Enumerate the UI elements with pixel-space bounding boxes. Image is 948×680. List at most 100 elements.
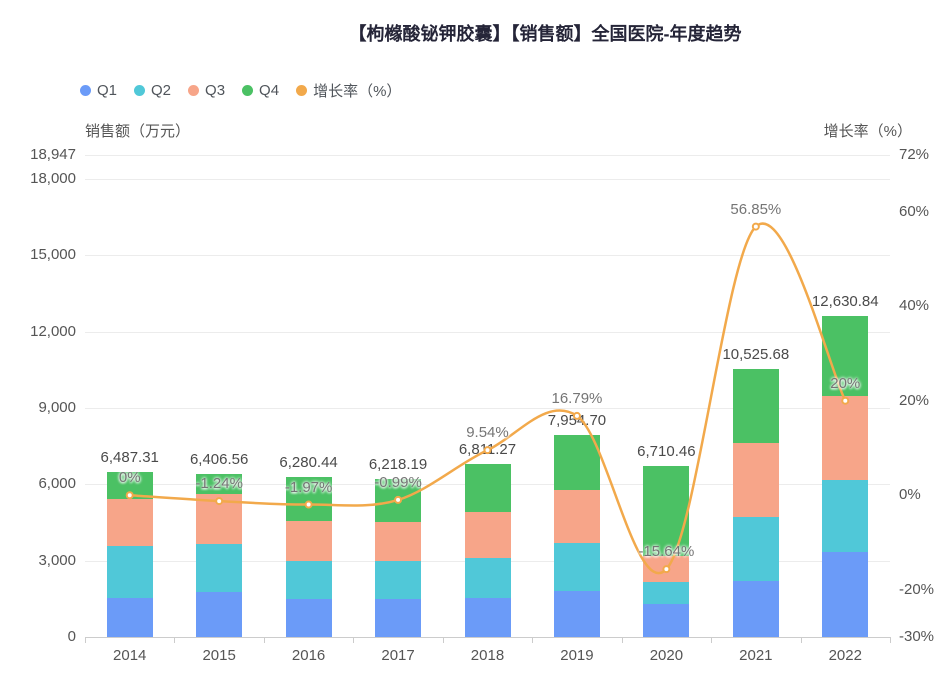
growth-rate-label: -1.97% — [284, 478, 333, 496]
legend-item-growth-rate[interactable]: 增长率（%） — [296, 80, 401, 101]
bar-segment-q3 — [106, 498, 153, 547]
bar-segment-q1 — [732, 580, 779, 637]
left-axis-tick-label: 18,947 — [30, 146, 76, 163]
bar-segment-q1 — [285, 599, 332, 637]
x-axis-label: 2014 — [113, 647, 147, 664]
gridline — [85, 331, 890, 333]
legend-dot-icon — [188, 85, 200, 96]
bar-segment-q2 — [553, 542, 600, 591]
bar-segment-q2 — [375, 560, 422, 600]
bar-total-label: 6,406.56 — [189, 451, 249, 469]
x-axis-tick — [263, 637, 265, 643]
x-axis-label: 2018 — [470, 647, 505, 664]
legend-label: Q4 — [259, 82, 280, 99]
bar-segment-q3 — [553, 489, 600, 543]
bar-segment-q2 — [106, 546, 153, 598]
bar-segment-q3 — [464, 511, 511, 559]
legend-dot-icon — [80, 85, 91, 96]
legend-dot-icon — [242, 85, 254, 96]
x-axis-label: 2017 — [381, 647, 415, 664]
x-axis-tick — [532, 637, 534, 643]
bar-segment-q1 — [375, 599, 422, 637]
x-axis-tick — [353, 637, 355, 643]
bar-segment-q1 — [822, 551, 869, 637]
growth-rate-label: 20% — [830, 374, 861, 392]
growth-rate-label: -15.64% — [638, 543, 695, 561]
bar-total-label: 6,280.44 — [279, 454, 338, 472]
gridline — [85, 179, 890, 181]
growth-rate-label: -1.24% — [195, 475, 243, 493]
right-axis-tick-label: -30% — [899, 628, 935, 645]
right-axis-tick-label: 0% — [899, 486, 921, 504]
left-axis-tick-label: 6,000 — [38, 475, 76, 493]
x-axis-tick — [174, 637, 176, 643]
left-axis-tick-label: 0 — [67, 628, 76, 645]
x-axis-tick — [890, 637, 891, 643]
bar-total-label: 6,811.27 — [458, 440, 517, 458]
legend: Q1 Q2 Q3 Q4 增长率（%） — [80, 80, 401, 101]
x-axis-label: 2015 — [202, 647, 236, 664]
left-axis-tick-label: 9,000 — [38, 399, 76, 417]
x-axis-label: 2019 — [560, 647, 594, 664]
bar-total-label: 10,525.68 — [722, 346, 790, 364]
right-axis-tick-label: 72% — [899, 146, 930, 163]
bar-segment-q2 — [285, 560, 332, 600]
bar-total-label: 12,630.84 — [811, 292, 879, 310]
left-axis-tick-label: 18,000 — [30, 170, 76, 188]
bar-segment-q3 — [285, 520, 332, 561]
gridline — [85, 155, 890, 156]
bar-segment-q1 — [196, 592, 243, 637]
bar-segment-q1 — [106, 597, 153, 637]
chart-title: 【枸橼酸铋钾胶囊】【销售额】全国医院-年度趋势 — [348, 24, 742, 44]
right-axis-tick-label: 20% — [899, 391, 930, 409]
growth-rate-label: 0% — [118, 469, 141, 487]
x-axis-tick — [711, 637, 713, 643]
bar-total-label: 6,487.31 — [100, 448, 159, 466]
legend-item-q4[interactable]: Q4 — [242, 82, 279, 99]
left-axis-title: 销售额（万元） — [85, 123, 191, 140]
x-axis-tick — [442, 637, 444, 643]
right-axis-tick-label: -20% — [899, 580, 935, 598]
right-axis-tick-label: 60% — [899, 202, 930, 220]
left-axis-tick-label: 3,000 — [38, 551, 76, 569]
bar-segment-q2 — [464, 558, 511, 598]
legend-item-q2[interactable]: Q2 — [134, 82, 171, 99]
bar-total-label: 6,218.19 — [368, 455, 428, 473]
growth-rate-label: 16.79% — [551, 389, 603, 407]
bar-segment-q2 — [643, 582, 690, 604]
x-axis-tick — [621, 637, 623, 643]
legend-dot-icon — [134, 85, 146, 96]
bar-total-label: 6,710.46 — [637, 443, 696, 461]
x-axis-tick — [800, 637, 802, 643]
legend-item-q1[interactable]: Q1 — [80, 82, 117, 99]
legend-label: 增长率（%） — [313, 83, 402, 100]
x-axis-label: 2016 — [291, 647, 326, 664]
gridline — [85, 255, 890, 257]
bar-segment-q2 — [822, 479, 869, 552]
right-axis-title: 增长率（%） — [823, 123, 912, 140]
bar-total-label: 7,954.70 — [547, 411, 607, 429]
bar-segment-q2 — [732, 517, 779, 581]
growth-line-point — [751, 222, 760, 231]
bar-segment-q3 — [822, 396, 869, 480]
legend-item-q3[interactable]: Q3 — [188, 82, 225, 99]
x-axis-label: 2021 — [739, 647, 773, 664]
bar-segment-q1 — [464, 597, 511, 637]
bar-segment-q3 — [732, 442, 779, 518]
growth-rate-label: -0.99% — [374, 473, 422, 491]
x-axis-line — [85, 637, 890, 638]
left-axis-tick-label: 15,000 — [30, 246, 76, 264]
bar-segment-q1 — [553, 590, 600, 637]
bar-segment-q4 — [464, 463, 511, 512]
left-axis-tick-label: 12,000 — [30, 322, 76, 340]
legend-dot-icon — [296, 85, 308, 96]
bar-segment-q2 — [196, 544, 243, 593]
bar-segment-q3 — [375, 521, 422, 561]
legend-label: Q1 — [97, 82, 118, 99]
legend-label: Q2 — [151, 82, 172, 99]
x-axis-label: 2020 — [649, 647, 684, 664]
growth-rate-label: 9.54% — [466, 424, 509, 442]
bar-segment-q4 — [553, 434, 600, 490]
x-axis-tick — [85, 637, 86, 643]
